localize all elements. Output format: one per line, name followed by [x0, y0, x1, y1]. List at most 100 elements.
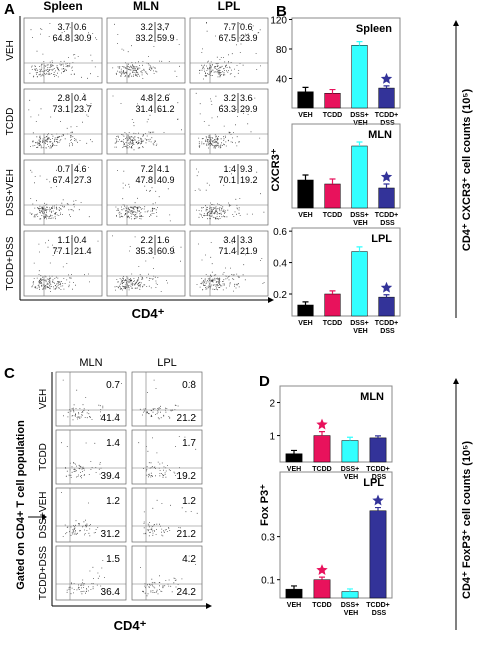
quadrant-value: 1.2 — [106, 496, 120, 507]
bar — [297, 304, 314, 317]
x-axis-label: CD4⁺ — [114, 618, 147, 633]
row-label: TCDD — [38, 443, 49, 471]
bar — [369, 510, 387, 599]
row-label: TCDD+DSS — [38, 546, 49, 601]
bar — [369, 437, 387, 463]
row-label: TCDD+DSS — [5, 236, 16, 291]
y-tick-label: 0.3 — [261, 533, 275, 544]
bar — [378, 187, 395, 209]
flow-plot — [106, 159, 186, 226]
bar — [285, 453, 303, 463]
quadrant-value: 31.4 — [135, 104, 153, 114]
quadrant-value: 67.5 — [218, 33, 236, 43]
category-label: DSS+ VEH — [341, 602, 359, 617]
quadrant-value: 3.2 — [140, 22, 153, 32]
bar — [324, 92, 341, 109]
quadrant-value: 7.2 — [140, 164, 153, 174]
quadrant-value: 1.6 — [157, 235, 170, 245]
events — [66, 560, 108, 595]
quadrant-value: 1.7 — [182, 438, 196, 449]
bar — [313, 435, 331, 463]
panel-label: D — [259, 373, 270, 390]
arrow-head — [42, 514, 47, 520]
arrow-head — [268, 297, 274, 303]
panel-label: A — [4, 1, 15, 18]
error-bar — [291, 449, 297, 454]
quadrant-value: 40.9 — [157, 175, 175, 185]
error-bar — [302, 301, 309, 305]
category-label: VEH — [298, 320, 312, 327]
significance-star — [316, 564, 328, 575]
category-label: DSS+ VEH — [341, 466, 359, 481]
quadrant-value: 21.9 — [240, 246, 258, 256]
plot-frame — [279, 385, 393, 463]
bar — [324, 293, 341, 317]
y-tick-label: 40 — [276, 74, 288, 85]
flow-plot — [131, 487, 203, 543]
quadrant-value: 70.1 — [218, 175, 236, 185]
error-bar — [347, 588, 353, 592]
error-bar — [383, 294, 390, 298]
error-bar — [356, 41, 363, 46]
bar — [378, 87, 395, 109]
error-bar — [319, 431, 325, 436]
events — [29, 23, 99, 79]
events — [194, 167, 265, 220]
error-bar — [302, 174, 309, 180]
quadrant-value: 3.6 — [240, 93, 253, 103]
flow-plot — [131, 545, 203, 601]
flow-plot — [131, 371, 203, 427]
error-bar — [329, 178, 336, 184]
quadrant-value: 61.2 — [157, 104, 175, 114]
category-label: TCDD — [323, 320, 342, 327]
category-label: TCDD — [312, 602, 331, 609]
quadrant-value: 3.3 — [240, 235, 253, 245]
error-bar — [291, 585, 297, 590]
quadrant-value: 4.8 — [140, 93, 153, 103]
quadrant-value: 27.3 — [74, 175, 92, 185]
y-axis-label: Fox P3⁺ — [259, 484, 271, 526]
quadrant-value: 4.1 — [157, 164, 170, 174]
column-label: MLN — [133, 0, 159, 13]
y-tick-label: 0.4 — [273, 259, 287, 270]
category-label: DSS+ VEH — [350, 212, 368, 227]
quadrant-value: 24.2 — [177, 587, 197, 598]
category-label: DSS+ VEH — [350, 320, 368, 335]
events — [61, 492, 103, 537]
category-label: TCDD — [323, 212, 342, 219]
arrow-head — [453, 378, 459, 384]
category-label: VEH — [287, 466, 301, 473]
events — [139, 379, 197, 420]
flow-plot — [106, 230, 186, 297]
category-label: DSS+ VEH — [350, 112, 368, 127]
arrow-head — [453, 20, 459, 26]
flow-plot — [55, 545, 127, 601]
plot-frame — [291, 227, 401, 317]
category-label: TCDD+ DSS — [375, 320, 399, 335]
quadrant-value: 60.9 — [157, 246, 175, 256]
category-label: TCDD+ DSS — [375, 212, 399, 227]
bar — [351, 145, 368, 209]
quadrant-value: 21.4 — [74, 246, 92, 256]
events — [112, 23, 180, 79]
category-label: VEH — [298, 112, 312, 119]
significance-star — [380, 72, 393, 84]
right-label: CD4⁺ CXCR3⁺ cell counts (10⁵) — [461, 89, 473, 252]
events — [112, 235, 182, 292]
bar — [313, 579, 331, 599]
quadrant-value: 0.4 — [74, 93, 87, 103]
y-tick-label: 80 — [276, 45, 288, 56]
column-label: LPL — [157, 357, 177, 369]
quadrant-value: 3.7 — [57, 22, 70, 32]
events — [195, 92, 261, 149]
chart-title: MLN — [360, 391, 384, 403]
bar — [341, 440, 359, 463]
quadrant-value: 36.4 — [101, 587, 121, 598]
quadrant-value: 71.4 — [218, 246, 236, 256]
x-axis-label: CD4⁺ — [132, 306, 165, 321]
error-bar — [329, 290, 336, 294]
quadrant-value: 21.2 — [177, 529, 197, 540]
category-label: TCDD+ DSS — [366, 602, 390, 617]
error-bar — [302, 86, 309, 92]
